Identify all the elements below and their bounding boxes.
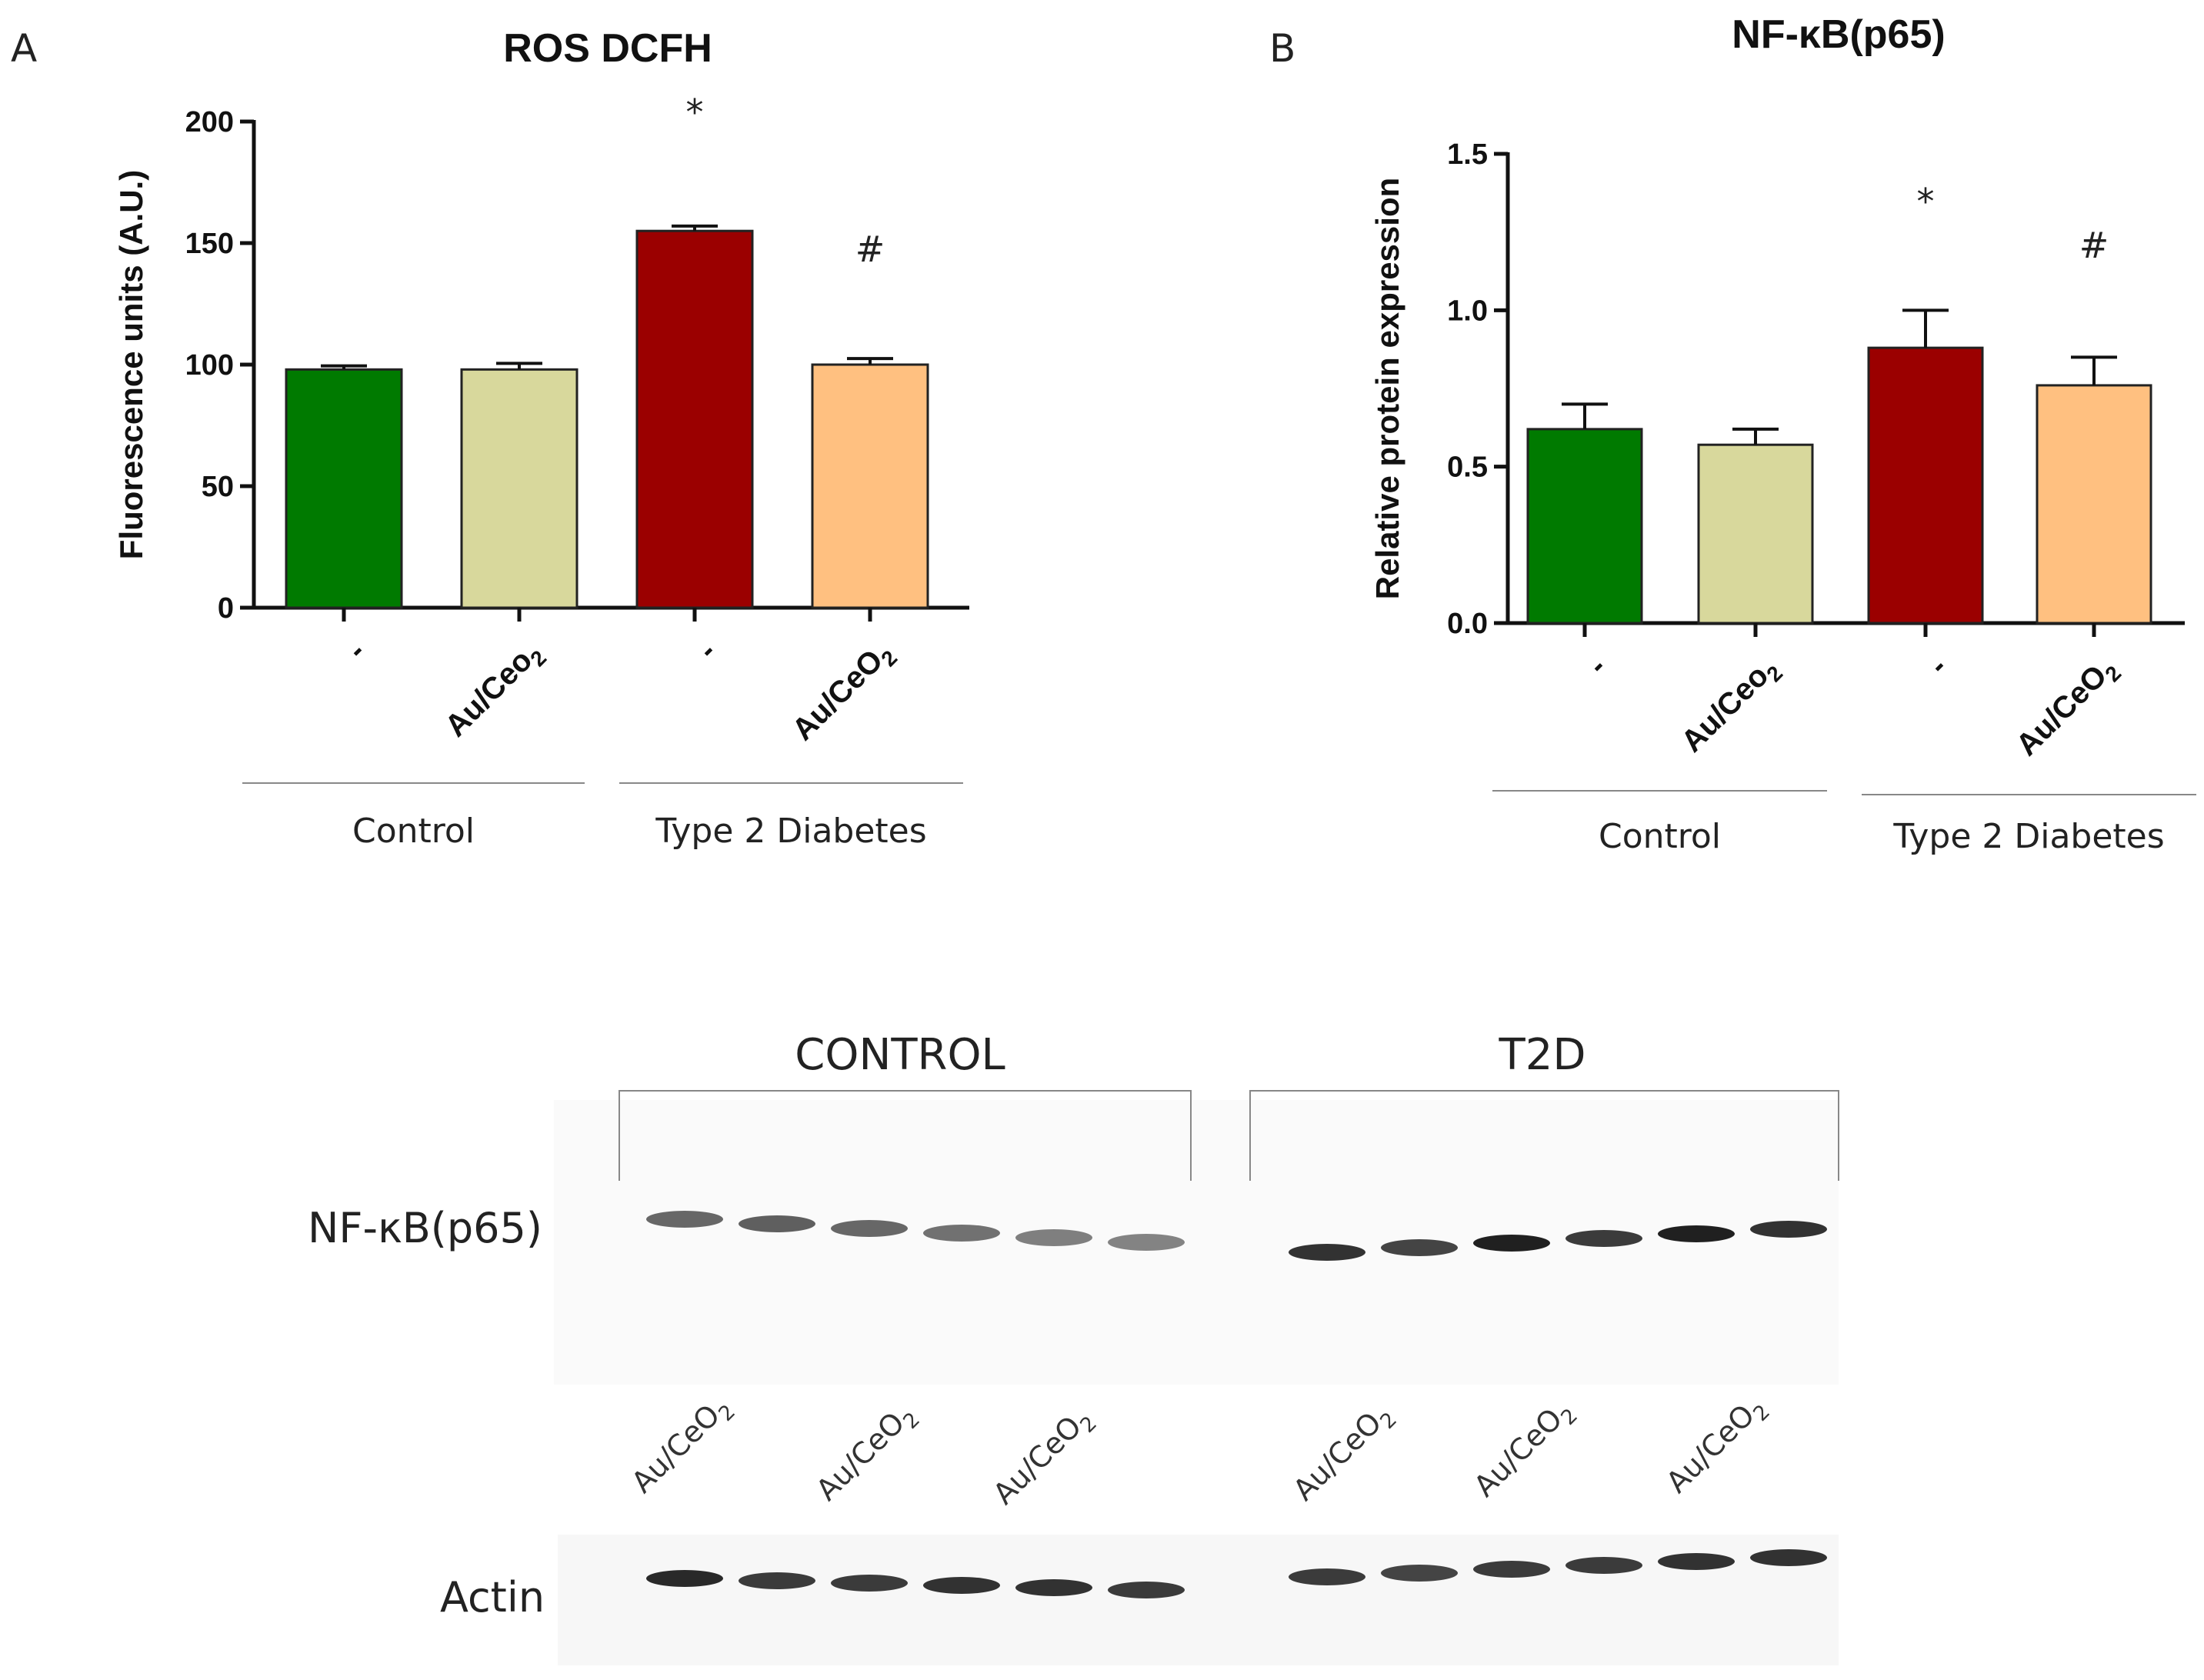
y-tick-label: 100 (185, 349, 234, 382)
significance-mark: * (1917, 181, 1935, 222)
significance-mark: * (686, 92, 704, 133)
actin-band (1658, 1553, 1735, 1570)
lane-label: Au/CeO2 (986, 1400, 1102, 1515)
actin-band (1108, 1582, 1185, 1598)
nfkb-band (1565, 1230, 1642, 1247)
nfkb-band (1381, 1239, 1458, 1256)
nfkb-band (1658, 1225, 1735, 1242)
y-tick-label: 50 (202, 471, 234, 503)
actin-band (739, 1572, 815, 1589)
membrane-actin (558, 1535, 1839, 1665)
blot-bracket (619, 1090, 1192, 1181)
y-axis-label: Fluorescence units (A.U.) (113, 170, 149, 559)
chart-title: NF-κB(p65) (1732, 12, 1945, 57)
nfkb-band (923, 1225, 1000, 1242)
lane-label: Au/CeO2 (1467, 1392, 1582, 1508)
nfkb-band (1108, 1234, 1185, 1251)
blot-header: T2D (1499, 1030, 1586, 1080)
x-tick-label: Au/Ceo2 (438, 635, 551, 747)
actin-band (1565, 1557, 1642, 1574)
actin-band (831, 1575, 908, 1592)
blot-bracket (1249, 1090, 1839, 1181)
nfkb-band (1750, 1221, 1827, 1238)
blot-row-label-nfkb: NF-κB(p65) (308, 1204, 542, 1252)
significance-mark: # (2079, 225, 2109, 266)
actin-band (1750, 1549, 1827, 1566)
group-label: Control (352, 812, 475, 851)
western-blot: CONTROL T2D NF-κB(p65) Actin Au/CeO2 Au/CeO2 A… (308, 1030, 1839, 1665)
y-axis-label: Relative protein expression (1369, 178, 1405, 600)
group-label: Type 2 Diabetes (655, 812, 926, 851)
actin-band (1015, 1579, 1092, 1596)
actin-band (1289, 1568, 1365, 1585)
bar (2036, 384, 2152, 625)
x-tick-label: Au/Ceo2 (1675, 650, 1787, 762)
bar (1526, 428, 1643, 625)
nfkb-band (831, 1220, 908, 1237)
bar (1867, 346, 1984, 625)
x-tick-label: - (1922, 650, 1954, 682)
actin-band (1473, 1561, 1550, 1578)
bar (635, 229, 754, 609)
bar (285, 368, 403, 609)
nfkb-band (1015, 1229, 1092, 1246)
y-tick-label: 150 (185, 228, 234, 260)
nfkb-band (1289, 1244, 1365, 1261)
y-tick-label: 200 (185, 106, 234, 138)
lane-label: Au/CeO2 (625, 1388, 740, 1504)
nfkb-band (646, 1211, 723, 1228)
lane-label: Au/CeO2 (1286, 1396, 1402, 1512)
bar (811, 363, 929, 609)
x-tick-label: - (692, 635, 723, 666)
lane-label: Au/CeO2 (809, 1396, 925, 1512)
nfkb-band (739, 1215, 815, 1232)
actin-band (646, 1570, 723, 1587)
x-tick-label: Au/CeO2 (2010, 650, 2126, 766)
y-tick-label: 1.0 (1447, 295, 1488, 327)
blot-header: CONTROL (795, 1030, 1005, 1080)
y-tick-label: 0.0 (1447, 608, 1488, 640)
nfkb-band (1473, 1235, 1550, 1252)
blot-row-label-actin: Actin (440, 1573, 545, 1622)
y-tick-label: 0.5 (1447, 452, 1488, 484)
actin-band (1381, 1565, 1458, 1582)
x-tick-label: - (341, 635, 372, 666)
panel-letter-b: B (1269, 26, 1295, 71)
actin-band (923, 1577, 1000, 1594)
y-tick-label: 0 (218, 592, 234, 625)
x-tick-label: - (1582, 650, 1613, 682)
significance-mark: # (855, 228, 885, 270)
membrane-nfkb (554, 1100, 1839, 1385)
chart-title: ROS DCFH (503, 26, 712, 71)
bar (460, 368, 579, 609)
group-label: Control (1599, 817, 1721, 856)
y-tick-label: 1.5 (1447, 138, 1488, 171)
group-label: Type 2 Diabetes (1892, 817, 2164, 856)
x-tick-label: Au/CeO2 (786, 635, 902, 751)
chart-ros-dcfh: ROS DCFH Fluorescence units (A.U.) 0 50 100 1… (113, 26, 969, 851)
bar (1697, 443, 1814, 625)
panel-letter-a: A (11, 26, 37, 71)
chart-nfkb-p65: NF-κB(p65) Relative protein expression 0.0… (1369, 12, 2196, 856)
lane-label: Au/CeO2 (1659, 1388, 1775, 1504)
